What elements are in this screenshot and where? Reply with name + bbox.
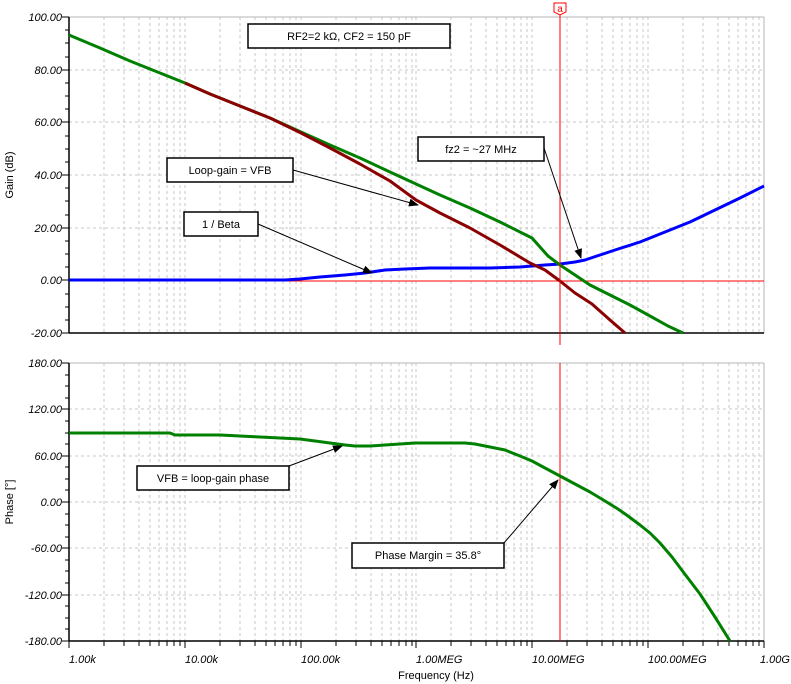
annotation-params: RF2=2 kΩ, CF2 = 150 pF bbox=[247, 23, 451, 49]
x-axis-ticks bbox=[68, 641, 765, 648]
svg-text:Phase Margin = 35.8°: Phase Margin = 35.8° bbox=[375, 550, 481, 562]
gain-ytick: 80.00 bbox=[34, 65, 62, 77]
phase-y-axis-title: Phase [°] bbox=[4, 480, 16, 525]
cursor-a[interactable]: a bbox=[553, 2, 567, 345]
annotation-phase-margin: Phase Margin = 35.8° bbox=[351, 479, 559, 569]
phase-ytick: -120.00 bbox=[25, 590, 63, 602]
svg-text:VFB = loop-gain phase: VFB = loop-gain phase bbox=[157, 473, 269, 485]
xtick: 100.00k bbox=[301, 654, 341, 666]
phase-ytick: -60.00 bbox=[31, 543, 63, 555]
x-axis-title: Frequency (Hz) bbox=[398, 670, 474, 682]
phase-ytick: 0.00 bbox=[41, 497, 63, 509]
gain-plot: 100.00 80.00 60.00 40.00 20.00 0.00 -20.… bbox=[4, 2, 765, 345]
xtick: 1.00k bbox=[69, 654, 96, 666]
annotation-fz2: fz2 = ~27 MHz bbox=[417, 136, 582, 259]
phase-ytick: 120.00 bbox=[28, 404, 63, 416]
gain-ytick: 0.00 bbox=[41, 275, 63, 287]
svg-text:fz2 = ~27 MHz: fz2 = ~27 MHz bbox=[445, 144, 517, 156]
cursor-label: a bbox=[557, 4, 563, 15]
phase-plot: 180.00 120.00 60.00 0.00 -60.00 -120.00 … bbox=[4, 358, 790, 682]
cursor-flag-icon[interactable] bbox=[553, 2, 567, 16]
gain-y-axis-title: Gain (dB) bbox=[4, 151, 16, 198]
gain-y-ticks bbox=[62, 16, 69, 334]
phase-grid-horizontal bbox=[69, 408, 764, 596]
annotation-phase: VFB = loop-gain phase bbox=[136, 445, 343, 491]
phase-ytick: 180.00 bbox=[28, 358, 63, 370]
gain-ytick: 20.00 bbox=[33, 223, 62, 235]
annotation-inv-beta: 1 / Beta bbox=[183, 211, 373, 274]
annotation-loop-gain: Loop-gain = VFB bbox=[166, 157, 419, 207]
loop-gain-phase-curve bbox=[69, 431, 732, 642]
gain-ytick: -20.00 bbox=[31, 328, 63, 340]
xtick: 10.00k bbox=[185, 654, 219, 666]
svg-text:1 / Beta: 1 / Beta bbox=[202, 219, 241, 231]
xtick: 100.00MEG bbox=[648, 654, 707, 666]
phase-y-tick-labels: 180.00 120.00 60.00 0.00 -60.00 -120.00 … bbox=[25, 358, 63, 648]
xtick: 1.00G bbox=[760, 654, 790, 666]
phase-ytick: 60.00 bbox=[34, 451, 62, 463]
gain-ytick: 60.00 bbox=[34, 117, 62, 129]
phase-ytick: -180.00 bbox=[25, 636, 63, 648]
open-loop-gain-curve bbox=[68, 33, 684, 335]
phase-y-ticks bbox=[62, 362, 69, 642]
inv-beta-curve bbox=[69, 184, 765, 282]
gain-ytick: 100.00 bbox=[28, 12, 63, 24]
gain-ytick: 40.00 bbox=[34, 170, 62, 182]
loop-gain-curve bbox=[184, 81, 626, 335]
xtick: 1.00MEG bbox=[416, 654, 463, 666]
xtick: 10.00MEG bbox=[532, 654, 585, 666]
gain-y-tick-labels: 100.00 80.00 60.00 40.00 20.00 0.00 -20.… bbox=[28, 12, 63, 340]
svg-text:RF2=2 kΩ, CF2 = 150 pF: RF2=2 kΩ, CF2 = 150 pF bbox=[287, 31, 411, 43]
svg-text:Loop-gain = VFB: Loop-gain = VFB bbox=[189, 165, 272, 177]
x-axis-tick-labels: 1.00k 10.00k 100.00k 1.00MEG 10.00MEG 10… bbox=[69, 654, 790, 666]
